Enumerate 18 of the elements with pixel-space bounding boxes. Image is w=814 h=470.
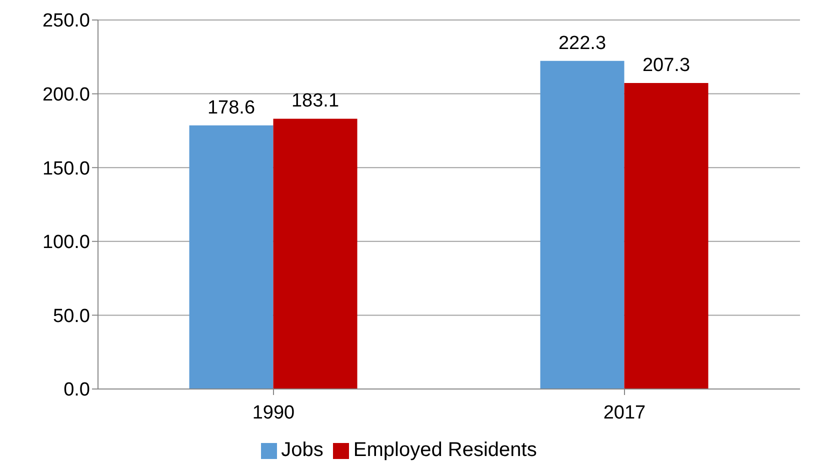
x-tick-label: 1990 bbox=[252, 402, 295, 424]
bar bbox=[540, 60, 624, 389]
y-tick-label: 0.0 bbox=[64, 380, 90, 401]
bar bbox=[189, 125, 274, 389]
data-label: 222.3 bbox=[558, 32, 606, 54]
y-tick-label: 200.0 bbox=[42, 84, 90, 106]
legend-label: Jobs bbox=[281, 439, 324, 461]
legend-label: Employed Residents bbox=[353, 439, 537, 461]
y-tick-label: 50.0 bbox=[53, 306, 90, 327]
y-tick-label: 150.0 bbox=[42, 158, 90, 180]
data-label: 178.6 bbox=[207, 97, 256, 118]
data-label: 183.1 bbox=[291, 90, 340, 112]
bar bbox=[273, 118, 358, 389]
y-tick-label: 100.0 bbox=[42, 232, 90, 254]
y-tick-label: 250.0 bbox=[42, 10, 90, 32]
bar bbox=[624, 83, 708, 389]
x-tick-label: 2017 bbox=[603, 402, 646, 424]
data-label: 207.3 bbox=[642, 55, 690, 76]
